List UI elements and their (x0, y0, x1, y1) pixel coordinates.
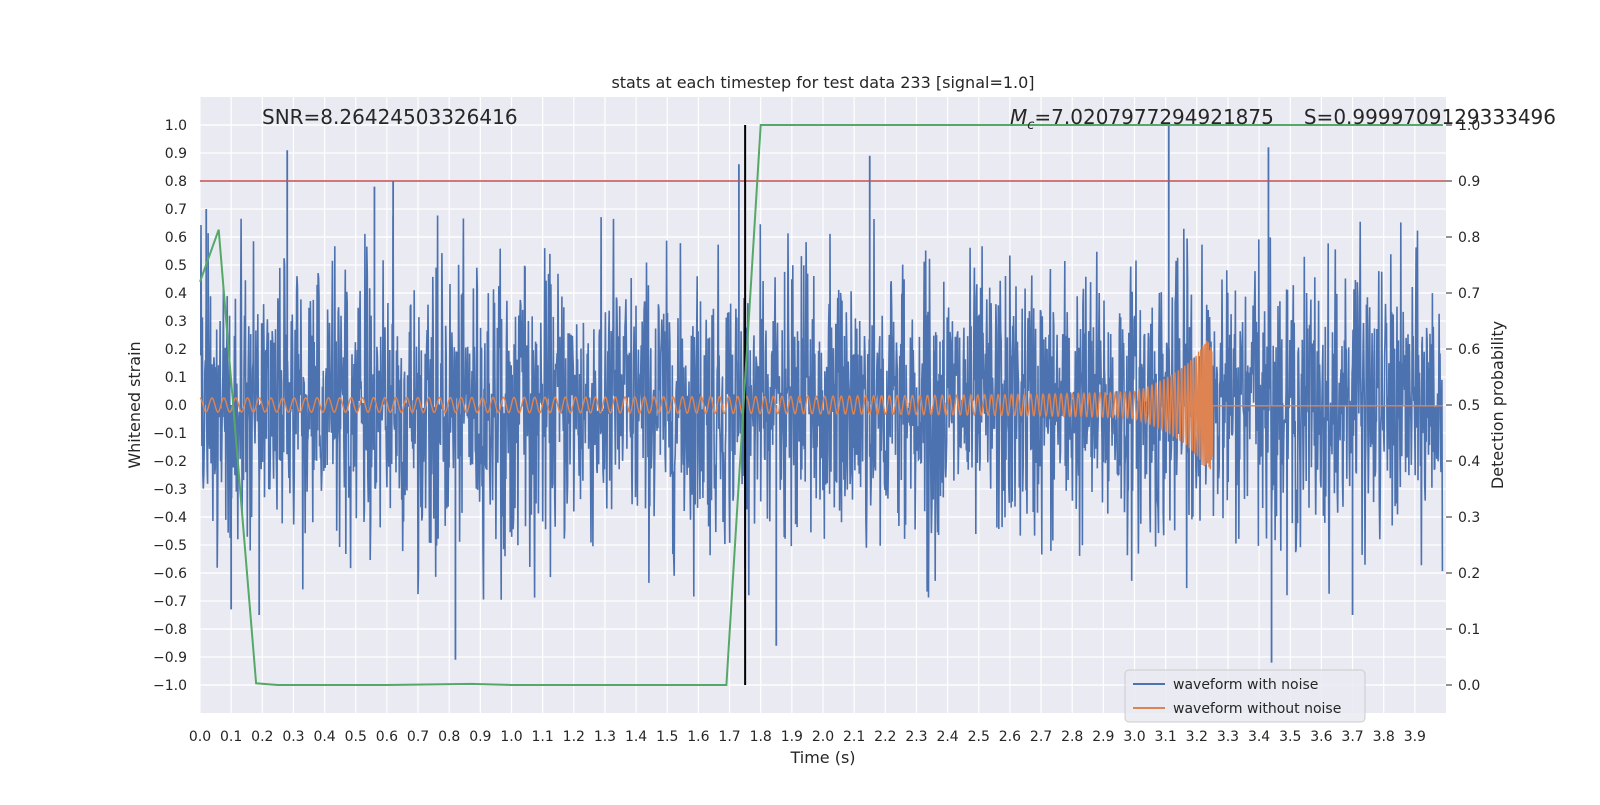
snr-annotation: SNR=8.26424503326416 (262, 105, 518, 129)
x-tick-label: 3.0 (1123, 729, 1145, 745)
x-tick-label: 3.9 (1404, 729, 1426, 745)
x-tick-label: 0.0 (189, 729, 211, 745)
y-tick-label: 1.0 (165, 118, 187, 134)
x-tick-label: 1.2 (563, 729, 585, 745)
y2-tick-label: 0.2 (1458, 566, 1480, 582)
y2-tick-label: 0.9 (1458, 174, 1480, 190)
x-tick-label: 2.4 (936, 729, 958, 745)
y2-tick-label: 0.6 (1458, 342, 1480, 358)
y-tick-label: −0.8 (153, 622, 187, 638)
x-tick-label: 2.9 (1092, 729, 1114, 745)
x-tick-label: 0.9 (469, 729, 491, 745)
series-layer (199, 124, 1446, 686)
x-tick-label: 2.0 (812, 729, 834, 745)
y2-tick-label: 0.4 (1458, 454, 1480, 470)
x-tick-label: 0.4 (313, 729, 335, 745)
y-tick-label: 0.3 (165, 314, 187, 330)
x-tick-label: 3.4 (1248, 729, 1270, 745)
series-detection-probability (199, 124, 1443, 686)
y2-tick-label: 0.1 (1458, 622, 1480, 638)
y-tick-label: −0.7 (153, 594, 187, 610)
x-tick-label: 3.7 (1341, 729, 1363, 745)
x-tick-label: 0.7 (407, 729, 429, 745)
y-tick-label: 0.1 (165, 370, 187, 386)
y-tick-label: 0.7 (165, 202, 187, 218)
x-tick-label: 0.8 (438, 729, 460, 745)
y2-tick-label: 0.7 (1458, 286, 1480, 302)
score-annotation: S=0.9999709129333496 (1304, 105, 1556, 129)
x-tick-label: 3.6 (1310, 729, 1332, 745)
x-tick-label: 1.0 (500, 729, 522, 745)
y-tick-label: −0.9 (153, 650, 187, 666)
y-tick-label: 0.2 (165, 342, 187, 358)
x-tick-label: 1.1 (532, 729, 554, 745)
y-tick-label: 0.9 (165, 146, 187, 162)
series-waveform-without-noise (200, 340, 1443, 470)
y-tick-label: −0.4 (153, 510, 187, 526)
x-tick-label: 3.1 (1155, 729, 1177, 745)
x-tick-label: 0.5 (345, 729, 367, 745)
y-tick-label: 0.5 (165, 258, 187, 274)
x-tick-label: 1.7 (718, 729, 740, 745)
y-tick-label: −0.6 (153, 566, 187, 582)
x-tick-label: 1.9 (781, 729, 803, 745)
x-axis-label: Time (s) (789, 748, 855, 767)
x-tick-label: 2.2 (874, 729, 896, 745)
x-tick-label: 2.8 (1061, 729, 1083, 745)
y-tick-label: −0.5 (153, 538, 187, 554)
x-tick-label: 2.3 (905, 729, 927, 745)
y2-tick-label: 0.3 (1458, 510, 1480, 526)
y-tick-label: −0.1 (153, 426, 187, 442)
y-tick-label: 0.0 (165, 398, 187, 414)
x-tick-label: 2.6 (999, 729, 1021, 745)
x-tick-label: 0.6 (376, 729, 398, 745)
legend-box (1124, 669, 1366, 723)
chirp-mass-annotation: Mc=7.0207977294921875 (1010, 105, 1274, 133)
chirp-mass-symbol: M (1010, 105, 1027, 129)
x-tick-label: 3.2 (1186, 729, 1208, 745)
x-tick-label: 2.1 (843, 729, 865, 745)
x-tick-label: 0.3 (282, 729, 304, 745)
x-tick-label: 3.5 (1279, 729, 1301, 745)
x-tick-label: 1.3 (594, 729, 616, 745)
x-tick-label: 0.1 (220, 729, 242, 745)
legend-label-clean: waveform without noise (1173, 701, 1341, 717)
tick-labels: 0.0 0.1 0.2 0.3 0.4 0.5 0.6 0.7 0.8 0.9 1.0 1.1 1.2 1… (153, 118, 1480, 745)
x-tick-label: 1.4 (625, 729, 647, 745)
y2-tick-label: 0.5 (1458, 398, 1480, 414)
legend-label-noise: waveform with noise (1173, 677, 1318, 693)
x-tick-label: 3.8 (1373, 729, 1395, 745)
x-tick-label: 1.8 (750, 729, 772, 745)
y-tick-label: 0.4 (165, 286, 187, 302)
legend: waveform with noise waveform without noi… (1124, 669, 1366, 723)
x-tick-label: 2.5 (968, 729, 990, 745)
y2-tick-label: 0.8 (1458, 230, 1480, 246)
y2-tick-label: 0.0 (1458, 678, 1480, 694)
chirp-mass-subscript: c (1027, 118, 1034, 133)
chart-title: stats at each timestep for test data 233… (611, 73, 1034, 92)
x-tick-label: 3.3 (1217, 729, 1239, 745)
y-tick-label: 0.8 (165, 174, 187, 190)
y-tick-label: −0.3 (153, 482, 187, 498)
y2-tick-label: 1.0 (1458, 118, 1480, 134)
y2-axis-label: Detection probability (1488, 321, 1507, 489)
x-tick-label: 1.5 (656, 729, 678, 745)
y-axis-label: Whitened strain (125, 341, 144, 468)
chirp-mass-value: =7.0207977294921875 (1034, 105, 1273, 129)
y-tick-label: 0.6 (165, 230, 187, 246)
x-tick-label: 2.7 (1030, 729, 1052, 745)
y-tick-label: −0.2 (153, 454, 187, 470)
x-tick-label: 1.6 (687, 729, 709, 745)
y-tick-label: −1.0 (153, 678, 187, 694)
x-tick-label: 0.2 (251, 729, 273, 745)
series-waveform-with-noise (200, 215, 1444, 600)
